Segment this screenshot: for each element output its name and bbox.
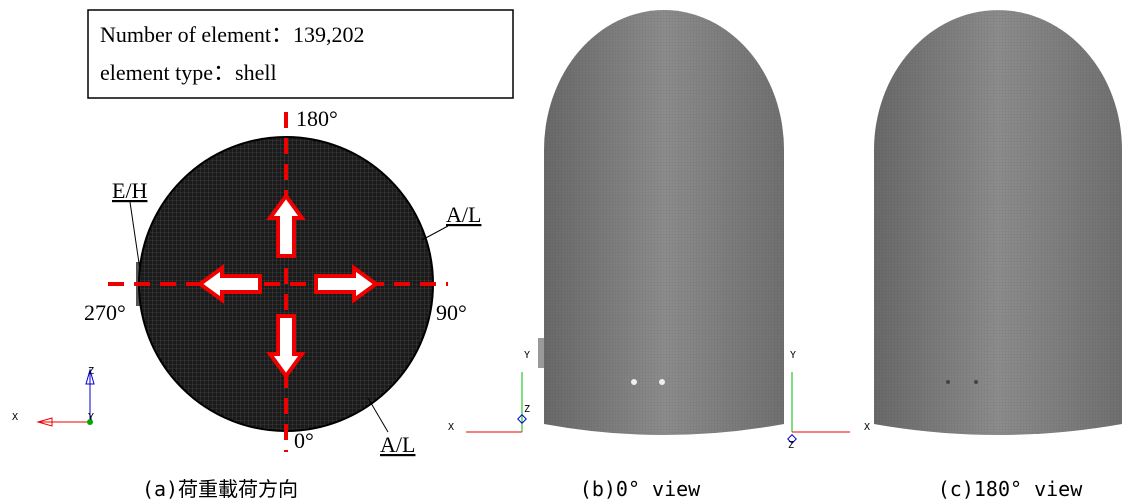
shading	[544, 10, 784, 435]
axis-label: Z	[788, 440, 794, 451]
axis-label: X	[12, 412, 18, 423]
angle-label: 180°	[296, 106, 338, 131]
angle-label: 0°	[294, 428, 314, 453]
caption: (c)180° view	[938, 477, 1083, 501]
part-label: A/L	[380, 432, 415, 457]
axis-label: Z	[524, 404, 530, 415]
axis-label: Y	[524, 350, 530, 361]
opening	[946, 380, 950, 384]
axis-label: Y	[88, 412, 94, 423]
axis-label: X	[864, 422, 870, 433]
caption: (b)0° view	[580, 477, 701, 501]
shading	[874, 10, 1122, 435]
panel-a: Number of element：139,202 element type：s…	[12, 10, 513, 501]
leader	[422, 226, 448, 240]
opening	[974, 380, 978, 384]
axis-label: X	[448, 422, 454, 433]
info-line: element type：shell	[100, 60, 277, 85]
axis-label: Y	[790, 350, 796, 361]
part-label: A/L	[446, 202, 481, 227]
leader	[368, 398, 388, 432]
opening	[631, 379, 637, 385]
angle-label: 270°	[84, 300, 126, 325]
panel-c: Y X Z (c)180° view	[788, 10, 1122, 501]
opening	[659, 379, 665, 385]
axis-label: Z	[88, 366, 94, 377]
part-label: E/H	[112, 178, 148, 203]
angle-label: 90°	[436, 300, 467, 325]
caption: (a)荷重載荷方向	[142, 477, 298, 501]
figure: Number of element：139,202 element type：s…	[0, 0, 1124, 502]
leader	[130, 202, 140, 270]
info-line: Number of element：139,202	[100, 22, 365, 47]
